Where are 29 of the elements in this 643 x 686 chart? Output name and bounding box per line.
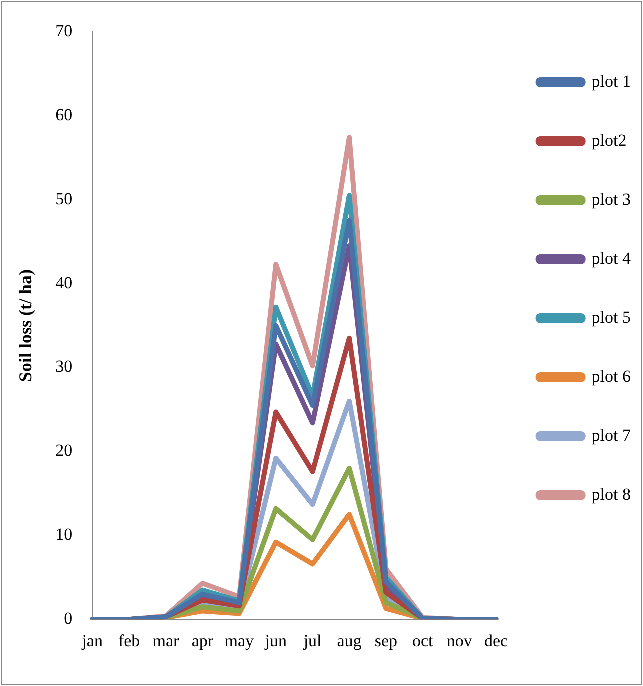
y-tick-label: 70 bbox=[56, 21, 73, 40]
y-tick-label: 10 bbox=[56, 525, 73, 544]
x-tick-label: jul bbox=[302, 631, 322, 650]
x-tick-label: apr bbox=[192, 631, 214, 650]
y-tick-label: 30 bbox=[56, 357, 73, 376]
legend-label: plot 4 bbox=[592, 248, 632, 268]
legend-label: plot 1 bbox=[592, 72, 632, 91]
x-tick-label: dec bbox=[484, 631, 509, 650]
x-tick-label: mar bbox=[152, 631, 180, 650]
legend-label: plot 3 bbox=[592, 190, 632, 209]
x-tick-label: nov bbox=[446, 631, 473, 650]
x-tick-label: feb bbox=[118, 631, 140, 650]
x-tick-label: jan bbox=[81, 631, 104, 650]
legend-label: plot 7 bbox=[592, 426, 632, 445]
y-axis-title: Soil loss (t/ ha) bbox=[15, 270, 36, 382]
legend-label: plot 8 bbox=[592, 484, 632, 504]
legend-label: plot2 bbox=[592, 130, 627, 150]
x-tick-label: jun bbox=[264, 631, 288, 650]
y-tick-label: 60 bbox=[56, 105, 73, 124]
legend-label: plot 6 bbox=[592, 366, 632, 386]
y-tick-label: 40 bbox=[56, 273, 73, 292]
legend-label: plot 5 bbox=[592, 308, 632, 327]
y-tick-label: 50 bbox=[56, 189, 73, 208]
x-tick-label: aug bbox=[337, 631, 362, 650]
y-tick-label: 0 bbox=[64, 609, 73, 628]
x-tick-label: may bbox=[224, 631, 255, 650]
x-tick-label: sep bbox=[374, 631, 398, 650]
x-tick-label: oct bbox=[412, 631, 434, 650]
y-tick-label: 20 bbox=[56, 441, 73, 460]
